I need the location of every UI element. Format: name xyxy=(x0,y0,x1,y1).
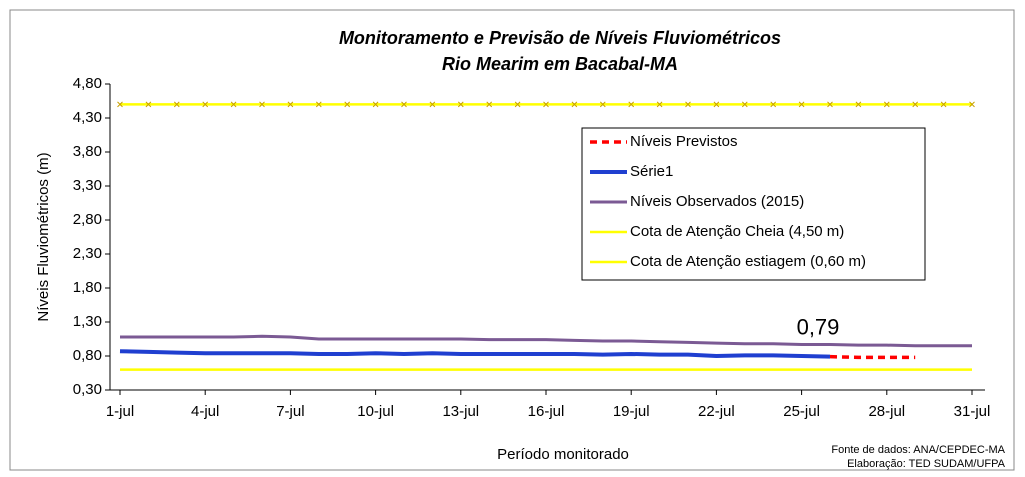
x-tick-label: 31-jul xyxy=(954,403,991,420)
series-marker xyxy=(372,101,379,108)
y-tick-label: 1,80 xyxy=(73,279,102,296)
legend-text: Níveis Observados (2015) xyxy=(630,193,804,210)
series-marker xyxy=(173,101,180,108)
y-axis-label: Níveis Fluviométricos (m) xyxy=(35,152,52,321)
x-tick-label: 19-jul xyxy=(613,403,650,420)
series-marker xyxy=(741,101,748,108)
series-marker xyxy=(287,101,294,108)
series-marker xyxy=(628,101,635,108)
series-line xyxy=(119,349,831,359)
series-marker xyxy=(230,101,237,108)
series-marker xyxy=(969,101,975,108)
y-tick-label: 4,30 xyxy=(73,109,102,126)
x-tick-label: 13-jul xyxy=(442,403,479,420)
series-marker xyxy=(713,101,720,108)
series-marker xyxy=(145,101,152,108)
series-marker xyxy=(202,101,209,108)
y-tick-label: 4,80 xyxy=(73,75,102,92)
legend-text: Níveis Previstos xyxy=(630,133,738,150)
series-marker xyxy=(883,101,890,108)
series-marker xyxy=(543,101,549,108)
y-tick-label: 0,80 xyxy=(73,347,102,364)
series-marker xyxy=(685,101,691,108)
series-marker xyxy=(315,101,322,108)
data-label: 0,79 xyxy=(797,314,840,339)
series-marker xyxy=(798,101,805,108)
y-tick-label: 2,80 xyxy=(73,211,102,228)
x-tick-label: 25-jul xyxy=(783,403,820,420)
x-axis-label: Período monitorado xyxy=(497,446,629,463)
series-line xyxy=(829,354,916,360)
series-marker xyxy=(855,101,862,108)
chart-subtitle: Rio Mearim em Bacabal-MA xyxy=(442,54,678,74)
chart-title: Monitoramento e Previsão de Níveis Fluvi… xyxy=(339,28,781,48)
series-marker xyxy=(656,101,663,108)
y-tick-label: 2,30 xyxy=(73,245,102,262)
legend-text: Cota de Atenção estiagem (0,60 m) xyxy=(630,253,866,270)
series-marker xyxy=(827,101,833,108)
series-marker xyxy=(770,101,777,108)
series-marker xyxy=(912,101,919,108)
series-marker xyxy=(117,101,123,108)
series-line xyxy=(120,334,972,348)
x-tick-label: 28-jul xyxy=(868,403,905,420)
series-marker xyxy=(571,101,578,108)
credit-note: Elaboração: TED SUDAM/UFPA xyxy=(847,458,1006,470)
y-tick-label: 1,30 xyxy=(73,313,102,330)
x-tick-label: 10-jul xyxy=(357,403,394,420)
series-marker xyxy=(486,101,493,108)
source-note: Fonte de dados: ANA/CEPDEC-MA xyxy=(831,444,1005,456)
series-marker xyxy=(429,101,436,108)
y-tick-label: 0,30 xyxy=(73,381,102,398)
x-tick-label: 16-jul xyxy=(528,403,565,420)
series-marker xyxy=(344,101,351,108)
x-tick-label: 22-jul xyxy=(698,403,735,420)
legend-box xyxy=(581,127,926,281)
legend-text: Cota de Atenção Cheia (4,50 m) xyxy=(630,223,844,240)
series-marker xyxy=(940,101,947,108)
series-marker xyxy=(401,101,407,108)
y-tick-label: 3,30 xyxy=(73,177,102,194)
x-tick-label: 1-jul xyxy=(106,403,134,420)
series-marker xyxy=(457,101,464,108)
x-tick-label: 4-jul xyxy=(191,403,219,420)
legend-text: Série1 xyxy=(630,163,673,180)
series-marker xyxy=(259,101,265,108)
x-tick-label: 7-jul xyxy=(276,403,304,420)
y-tick-label: 3,80 xyxy=(73,143,102,160)
series-marker xyxy=(599,101,606,108)
series-marker xyxy=(514,101,521,108)
